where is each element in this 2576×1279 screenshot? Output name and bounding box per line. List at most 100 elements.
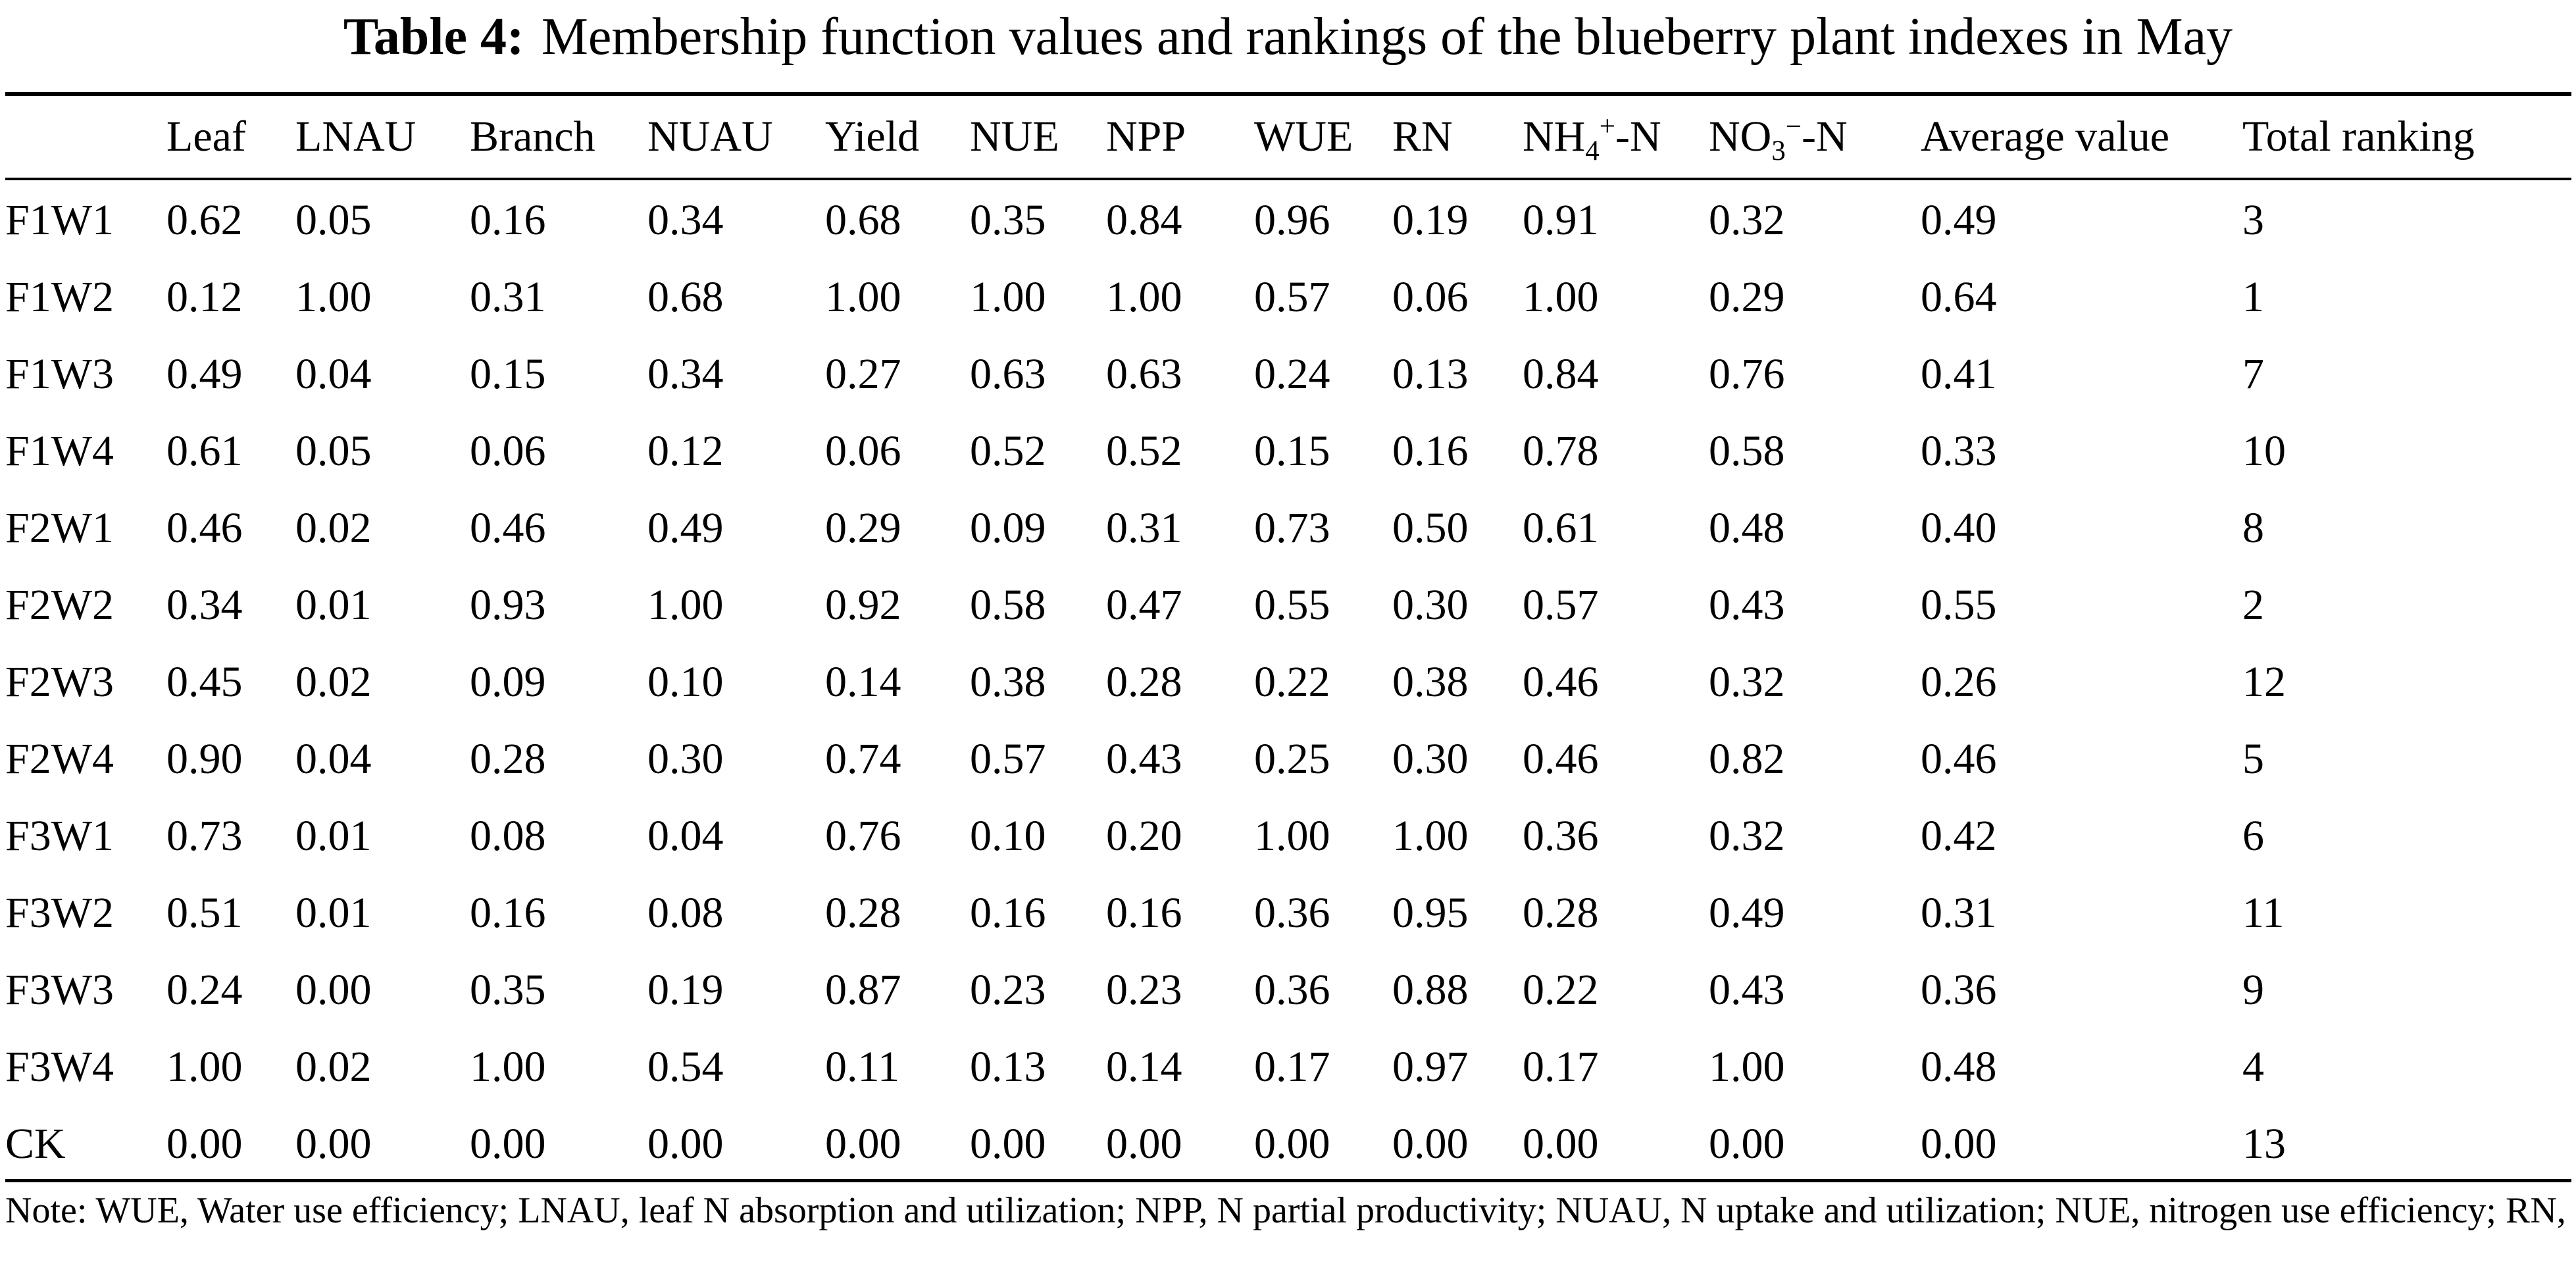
table-cell: 0.02 bbox=[295, 658, 372, 706]
table-cell: 0.04 bbox=[295, 350, 372, 398]
table-cell: 0.62 bbox=[166, 196, 243, 244]
table-cell: 0.68 bbox=[647, 273, 724, 321]
table-cell: 7 bbox=[2242, 350, 2264, 398]
column-header: Average value bbox=[1921, 113, 2170, 161]
table-cell: 0.73 bbox=[166, 812, 243, 860]
table-cell: 0.41 bbox=[1921, 350, 1997, 398]
table-cell: 0.24 bbox=[1254, 350, 1330, 398]
table-cell: 4 bbox=[2242, 1043, 2264, 1091]
table-cell: 0.32 bbox=[1709, 812, 1785, 860]
table-cell: 0.57 bbox=[970, 735, 1046, 783]
table-cell: 0.64 bbox=[1921, 273, 1997, 321]
table-cell: 0.88 bbox=[1392, 966, 1469, 1014]
table-cell: 0.16 bbox=[470, 196, 546, 244]
no3-tail: -N bbox=[1801, 113, 1848, 161]
table-cell: 0.05 bbox=[295, 427, 372, 475]
column-header-nh4: NH4+-N bbox=[1523, 96, 1709, 178]
table-cell: 0.31 bbox=[1921, 889, 1997, 937]
column-header: Leaf bbox=[166, 113, 246, 161]
table-cell: 0.34 bbox=[166, 581, 243, 629]
table-cell: 0.90 bbox=[166, 735, 243, 783]
table-cell: 1 bbox=[2242, 273, 2264, 321]
row-label-cell: F3W1 bbox=[5, 812, 114, 860]
table-cell: 1.00 bbox=[970, 273, 1046, 321]
table-cell: 0.04 bbox=[295, 735, 372, 783]
table-cell: 0.09 bbox=[970, 504, 1046, 552]
table-title-text: Membership function values and rankings … bbox=[541, 8, 2233, 66]
table-cell: 0.11 bbox=[825, 1043, 900, 1091]
table-row: F3W4 1.00 0.02 1.00 0.54 0.11 0.13 0.14 0.17 0.97… bbox=[5, 1028, 2571, 1105]
table-cell: 0.25 bbox=[1254, 735, 1330, 783]
row-label-cell: F1W3 bbox=[5, 350, 114, 398]
column-header: NUE bbox=[970, 113, 1059, 161]
membership-table: Leaf LNAU Branch NUAU Yield NUE NPP WUE … bbox=[5, 96, 2571, 1182]
table-cell: 0.16 bbox=[470, 889, 546, 937]
table-note: Note: WUE, Water use efficiency; LNAU, l… bbox=[5, 1190, 2571, 1231]
table-cell: 0.14 bbox=[825, 658, 901, 706]
table-cell: 0.10 bbox=[970, 812, 1046, 860]
table-cell: 0.36 bbox=[1254, 966, 1330, 1014]
table-cell: 0.92 bbox=[825, 581, 901, 629]
table-cell: 0.51 bbox=[166, 889, 243, 937]
table-cell: 0.17 bbox=[1523, 1043, 1599, 1091]
table-cell: 2 bbox=[2242, 581, 2264, 629]
table-row: CK 0.00 0.00 0.00 0.00 0.00 0.00 0.00 0.00 0.00 0.… bbox=[5, 1105, 2571, 1182]
table-cell: 0.61 bbox=[166, 427, 243, 475]
bottom-rule bbox=[5, 1179, 2571, 1182]
table-cell: 0.63 bbox=[1106, 350, 1182, 398]
table-cell: 0.02 bbox=[295, 504, 372, 552]
table-cell: 8 bbox=[2242, 504, 2264, 552]
table-cell: 0.23 bbox=[1106, 966, 1182, 1014]
table-cell: 0.43 bbox=[1709, 581, 1785, 629]
column-header bbox=[5, 96, 166, 178]
table-cell: 1.00 bbox=[825, 273, 901, 321]
table-cell: 0.29 bbox=[825, 504, 901, 552]
row-label-cell: F2W4 bbox=[5, 735, 114, 783]
row-label-cell: F3W2 bbox=[5, 889, 114, 937]
nh4-sub: 4 bbox=[1585, 136, 1600, 167]
table-row: F1W4 0.61 0.05 0.06 0.12 0.06 0.52 0.52 0.15 0.16… bbox=[5, 413, 2571, 489]
row-label-cell: F1W2 bbox=[5, 273, 114, 321]
table-cell: 0.22 bbox=[1254, 658, 1330, 706]
table-row: F3W1 0.73 0.01 0.08 0.04 0.76 0.10 0.20 1.00 1.00… bbox=[5, 797, 2571, 874]
table-cell: 0.00 bbox=[1523, 1120, 1599, 1168]
table-cell: 13 bbox=[2242, 1120, 2286, 1168]
table-cell: 0.00 bbox=[166, 1120, 243, 1168]
table-cell: 0.82 bbox=[1709, 735, 1785, 783]
table-cell: 1.00 bbox=[470, 1043, 546, 1091]
table-cell: 0.28 bbox=[825, 889, 901, 937]
table-cell: 0.00 bbox=[1106, 1120, 1182, 1168]
table-cell: 0.38 bbox=[1392, 658, 1469, 706]
table-cell: 0.49 bbox=[166, 350, 243, 398]
table-cell: 0.96 bbox=[1254, 196, 1330, 244]
table-cell: 12 bbox=[2242, 658, 2286, 706]
table-cell: 0.55 bbox=[1921, 581, 1997, 629]
table-cell: 0.16 bbox=[970, 889, 1046, 937]
table-cell: 0.01 bbox=[295, 812, 372, 860]
table-cell: 3 bbox=[2242, 196, 2264, 244]
table-row: F3W2 0.51 0.01 0.16 0.08 0.28 0.16 0.16 0.36 0.95… bbox=[5, 874, 2571, 951]
table-row: F1W2 0.12 1.00 0.31 0.68 1.00 1.00 1.00 0.57 0.06… bbox=[5, 259, 2571, 336]
row-label-cell: F2W2 bbox=[5, 581, 114, 629]
column-header: NPP bbox=[1106, 113, 1186, 161]
table-cell: 0.76 bbox=[1709, 350, 1785, 398]
table-cell: 0.00 bbox=[1254, 1120, 1330, 1168]
table-cell: 0.19 bbox=[1392, 196, 1469, 244]
table-cell: 0.55 bbox=[1254, 581, 1330, 629]
table-cell: 0.63 bbox=[970, 350, 1046, 398]
table-cell: 1.00 bbox=[1106, 273, 1182, 321]
table-cell: 0.46 bbox=[1921, 735, 1997, 783]
table-cell: 0.58 bbox=[970, 581, 1046, 629]
table-cell: 0.54 bbox=[647, 1043, 724, 1091]
table-cell: 0.46 bbox=[1523, 735, 1599, 783]
table-cell: 1.00 bbox=[1523, 273, 1599, 321]
table-cell: 0.34 bbox=[647, 196, 724, 244]
nh4-base: NH bbox=[1523, 113, 1586, 161]
table-cell: 0.84 bbox=[1523, 350, 1599, 398]
table-cell: 0.00 bbox=[1709, 1120, 1785, 1168]
column-header: NUAU bbox=[647, 113, 773, 161]
table-cell: 0.12 bbox=[647, 427, 724, 475]
table-cell: 0.43 bbox=[1709, 966, 1785, 1014]
table-row: F2W3 0.45 0.02 0.09 0.10 0.14 0.38 0.28 0.22 0.38… bbox=[5, 643, 2571, 720]
table-cell: 0.93 bbox=[470, 581, 546, 629]
